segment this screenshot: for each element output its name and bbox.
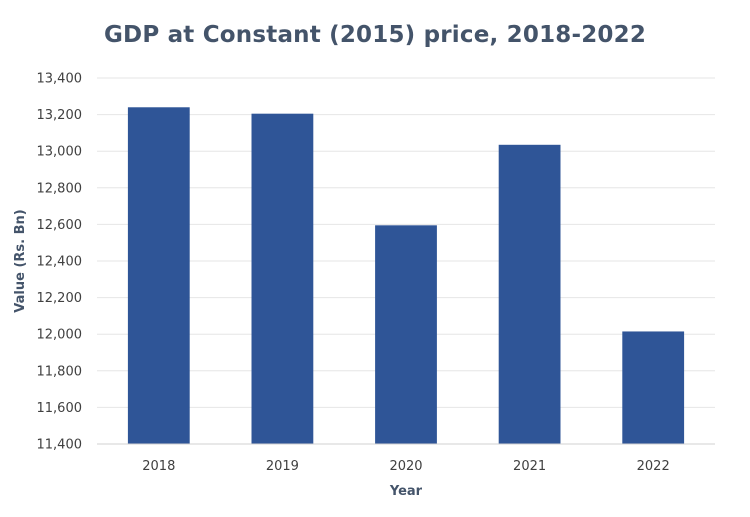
y-tick-label: 11,800: [37, 364, 83, 379]
y-tick-label: 13,200: [37, 108, 83, 123]
y-tick-label: 11,400: [37, 438, 83, 453]
y-tick-label: 13,000: [37, 145, 83, 160]
chart-title: GDP at Constant (2015) price, 2018-2022: [103, 22, 647, 48]
bar-2018: [127, 107, 190, 444]
bars: [127, 107, 685, 445]
bar-2019: [251, 113, 314, 444]
x-tick-label: 2021: [513, 459, 546, 474]
bar-2021: [498, 144, 561, 445]
x-tick-label: 2019: [266, 459, 299, 474]
x-tick-label: 2022: [637, 459, 670, 474]
y-axis-title: Value (Rs. Bn): [13, 209, 28, 312]
y-tick-label: 12,800: [37, 181, 83, 196]
y-tick-label: 11,600: [37, 401, 83, 416]
x-axis-title: Year: [389, 484, 423, 499]
x-tick-label: 2018: [142, 459, 175, 474]
y-tick-label: 12,000: [37, 328, 83, 343]
y-tick-label: 13,400: [37, 72, 83, 87]
bar-2020: [375, 225, 437, 444]
x-tick-labels: 2018 2019 2020 2021 2022: [142, 459, 669, 474]
y-tick-label: 12,600: [37, 218, 83, 233]
y-tick-labels: 11,400 11,600 11,800 12,000 12,200 12,400 12,6…: [37, 72, 83, 453]
bar-2022: [622, 331, 685, 444]
x-tick-label: 2020: [389, 459, 422, 474]
y-tick-label: 12,200: [37, 291, 83, 306]
y-tick-label: 12,400: [37, 255, 83, 270]
